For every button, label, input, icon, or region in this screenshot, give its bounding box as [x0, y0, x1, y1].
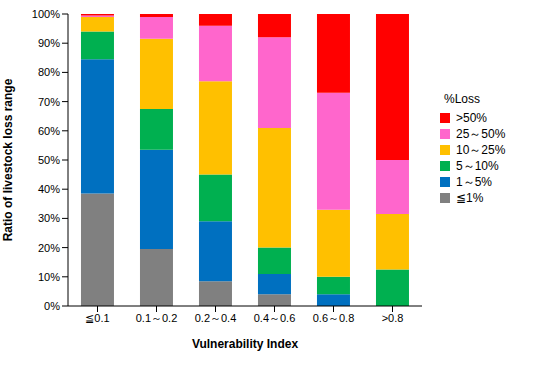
- svg-text:10%: 10%: [38, 271, 60, 283]
- svg-text:30%: 30%: [38, 212, 60, 224]
- svg-text:0%: 0%: [44, 300, 60, 312]
- html-text:5～10%: 5～10%: [456, 158, 499, 173]
- svg-text:70%: 70%: [38, 96, 60, 108]
- svg-text:50%: 50%: [38, 154, 60, 166]
- svg-text:≦0.1: ≦0.1: [85, 312, 109, 324]
- html-text:≦1%: ≦1%: [456, 191, 484, 205]
- html-text:1～5%: 1～5%: [456, 174, 492, 189]
- svg-text:60%: 60%: [38, 125, 60, 137]
- html-text:%Loss: %Loss: [444, 92, 480, 106]
- svg-text:>0.8: >0.8: [382, 312, 404, 324]
- html-text:25～50%: 25～50%: [456, 126, 506, 141]
- html-text:10～25%: 10～25%: [456, 142, 506, 157]
- svg-text:0.4～0.6: 0.4～0.6: [254, 312, 296, 324]
- svg-text:20%: 20%: [38, 242, 60, 254]
- svg-text:80%: 80%: [38, 66, 60, 78]
- svg-text:90%: 90%: [38, 37, 60, 49]
- svg-text:0.1～0.2: 0.1～0.2: [136, 312, 178, 324]
- svg-text:0.6～0.8: 0.6～0.8: [313, 312, 355, 324]
- svg-text:100%: 100%: [32, 8, 60, 20]
- svg-text:Ratio of livestock loss range: Ratio of livestock loss range: [8, 78, 15, 241]
- svg-text:40%: 40%: [38, 183, 60, 195]
- svg-text:0.2～0.4: 0.2～0.4: [195, 312, 237, 324]
- svg-text:Vulnerability Index: Vulnerability Index: [192, 337, 299, 351]
- html-text:>50%: >50%: [456, 111, 487, 125]
